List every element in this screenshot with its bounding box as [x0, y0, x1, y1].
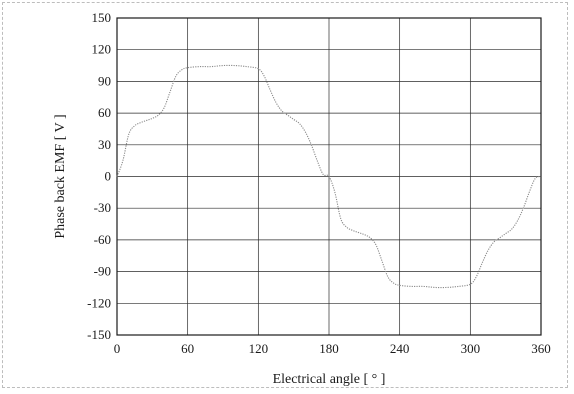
- x-tick-label: 240: [390, 341, 410, 356]
- y-tick-label: 30: [98, 137, 111, 152]
- x-tick-label: 60: [181, 341, 194, 356]
- y-tick-label: 150: [92, 10, 112, 25]
- y-tick-label: -60: [94, 232, 111, 247]
- chart-border: [2, 2, 568, 388]
- x-tick-label: 0: [114, 341, 121, 356]
- x-tick-label: 360: [531, 341, 551, 356]
- y-tick-label: -120: [87, 295, 111, 310]
- y-tick-label: -150: [87, 327, 111, 342]
- x-tick-label: 180: [319, 341, 339, 356]
- series-line: [116, 64, 542, 289]
- y-tick-label: 120: [92, 42, 112, 57]
- y-tick-label: -30: [94, 200, 111, 215]
- y-tick-labels: 150 120 90 60 30 0 -30 -60 -90 -120 -150: [87, 10, 111, 342]
- y-tick-label: -90: [94, 264, 111, 279]
- x-tick-label: 120: [249, 341, 269, 356]
- x-axis-title: Electrical angle [ ° ]: [273, 372, 386, 387]
- y-tick-label: 60: [98, 105, 111, 120]
- y-tick-label: 90: [98, 73, 111, 88]
- x-tick-labels: 0 60 120 180 240 300 360: [114, 341, 551, 356]
- y-axis-title: Phase back EMF [ V ]: [53, 114, 68, 238]
- x-tick-label: 300: [461, 341, 481, 356]
- y-tick-label: 0: [105, 169, 112, 184]
